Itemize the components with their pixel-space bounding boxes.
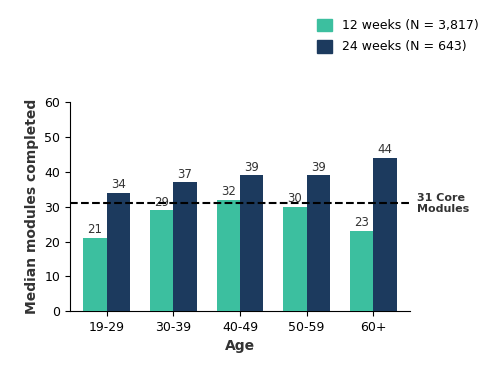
Text: 32: 32 <box>221 185 236 198</box>
Bar <box>174 183 197 311</box>
Text: 44: 44 <box>378 143 392 156</box>
Bar <box>106 193 130 311</box>
Bar <box>150 210 174 311</box>
Text: 37: 37 <box>178 168 192 181</box>
Text: 39: 39 <box>311 161 326 174</box>
Text: 29: 29 <box>154 195 169 209</box>
Text: 21: 21 <box>88 223 102 236</box>
Bar <box>84 238 106 311</box>
Text: 39: 39 <box>244 161 259 174</box>
Text: 34: 34 <box>111 178 126 191</box>
Text: 23: 23 <box>354 216 369 229</box>
X-axis label: Age: Age <box>225 339 255 354</box>
Legend: 12 weeks (N = 3,817), 24 weeks (N = 643): 12 weeks (N = 3,817), 24 weeks (N = 643) <box>312 14 484 58</box>
Bar <box>374 158 396 311</box>
Bar <box>216 200 240 311</box>
Bar <box>306 176 330 311</box>
Text: 31 Core
Modules: 31 Core Modules <box>417 193 469 214</box>
Text: 30: 30 <box>288 192 302 205</box>
Y-axis label: Median modules completed: Median modules completed <box>24 99 38 314</box>
Bar <box>240 176 264 311</box>
Bar <box>350 231 374 311</box>
Bar <box>284 207 306 311</box>
